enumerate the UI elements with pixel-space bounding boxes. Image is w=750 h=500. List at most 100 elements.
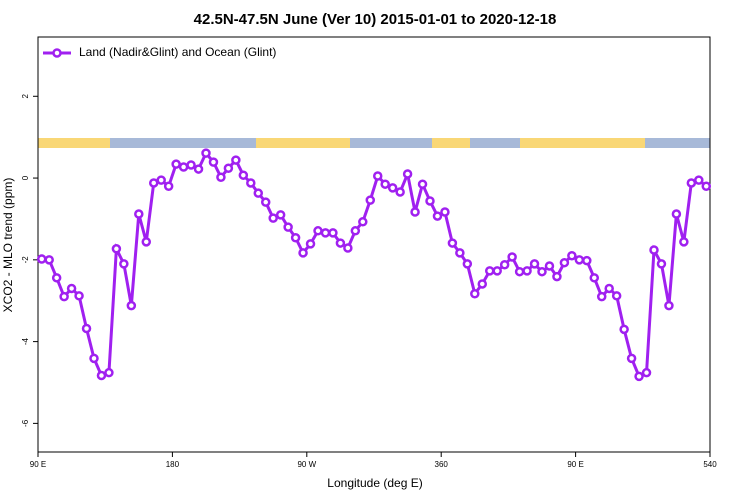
point xyxy=(477,279,488,289)
point xyxy=(484,266,495,276)
point xyxy=(59,291,69,302)
point xyxy=(156,175,166,185)
point xyxy=(275,210,286,220)
y-tick-label: 2 xyxy=(21,94,30,99)
point xyxy=(253,188,264,198)
point xyxy=(201,148,211,158)
point xyxy=(141,237,152,247)
point xyxy=(537,266,547,277)
point xyxy=(51,273,62,283)
point xyxy=(499,259,510,270)
point xyxy=(514,266,525,277)
point xyxy=(148,178,159,188)
point xyxy=(126,300,137,311)
point xyxy=(544,261,555,271)
point xyxy=(641,367,652,378)
point xyxy=(260,197,271,207)
point xyxy=(694,175,704,185)
point xyxy=(328,228,338,238)
point xyxy=(134,209,144,219)
point xyxy=(387,183,398,193)
point xyxy=(656,259,667,269)
point xyxy=(492,266,502,276)
y-tick-label: -6 xyxy=(21,419,30,427)
point xyxy=(634,371,644,382)
point xyxy=(529,259,540,269)
point xyxy=(238,170,249,180)
point xyxy=(447,238,458,248)
y-tick-label: -2 xyxy=(21,256,30,264)
point xyxy=(74,291,84,301)
point xyxy=(664,300,674,311)
x-tick-label: 90 W xyxy=(297,460,316,469)
point xyxy=(582,255,592,266)
point xyxy=(626,353,637,364)
point xyxy=(432,211,443,221)
point xyxy=(96,370,107,381)
y-tick-label: 0 xyxy=(21,175,30,180)
point xyxy=(89,353,99,364)
point xyxy=(231,155,241,165)
point xyxy=(701,181,712,191)
point xyxy=(283,222,293,232)
point xyxy=(268,213,278,223)
point xyxy=(350,226,361,236)
y-axis-label: XCO2 - MLO trend (ppm) xyxy=(1,178,15,313)
point xyxy=(619,324,629,335)
point xyxy=(186,160,196,170)
point xyxy=(320,228,331,238)
point xyxy=(193,164,204,174)
chart-title: 42.5N-47.5N June (Ver 10) 2015-01-01 to … xyxy=(194,11,557,28)
point xyxy=(372,171,383,181)
y-tick-label: -4 xyxy=(21,338,30,346)
point xyxy=(104,367,114,378)
point xyxy=(343,243,353,253)
point xyxy=(470,289,480,299)
point xyxy=(44,255,54,265)
point xyxy=(455,248,465,258)
x-tick-label: 90 E xyxy=(30,460,46,469)
point xyxy=(522,266,532,276)
point xyxy=(604,283,614,294)
point xyxy=(402,169,413,179)
point xyxy=(410,207,420,217)
point xyxy=(507,252,517,262)
point xyxy=(119,259,129,269)
point xyxy=(335,238,346,248)
x-tick-label: 540 xyxy=(703,460,717,469)
point xyxy=(611,291,622,301)
point xyxy=(425,196,435,206)
point xyxy=(81,323,92,334)
point xyxy=(671,209,682,219)
point xyxy=(417,179,428,189)
point xyxy=(216,172,226,182)
point xyxy=(305,239,316,249)
legend-label: Land (Nadir&Glint) and Ocean (Glint) xyxy=(79,45,276,59)
x-axis-label: Longitude (deg E) xyxy=(327,476,422,490)
point xyxy=(552,271,562,282)
point xyxy=(178,162,189,172)
point xyxy=(596,291,607,302)
point xyxy=(223,163,234,173)
point xyxy=(574,255,585,265)
point xyxy=(290,233,301,243)
x-tick-label: 180 xyxy=(166,460,180,469)
point xyxy=(440,207,450,217)
point xyxy=(246,178,256,188)
point xyxy=(365,195,376,205)
x-tick-label: 360 xyxy=(435,460,449,469)
legend-marker xyxy=(52,48,62,58)
point xyxy=(208,157,219,167)
point xyxy=(358,217,368,227)
series-line xyxy=(41,150,708,379)
point xyxy=(567,250,577,261)
point xyxy=(679,237,689,247)
point xyxy=(163,181,174,191)
point xyxy=(298,248,308,258)
point xyxy=(395,187,405,197)
point xyxy=(313,226,323,236)
land-ocean-strip xyxy=(38,138,710,148)
point xyxy=(111,244,122,254)
x-tick-label: 90 E xyxy=(567,460,583,469)
